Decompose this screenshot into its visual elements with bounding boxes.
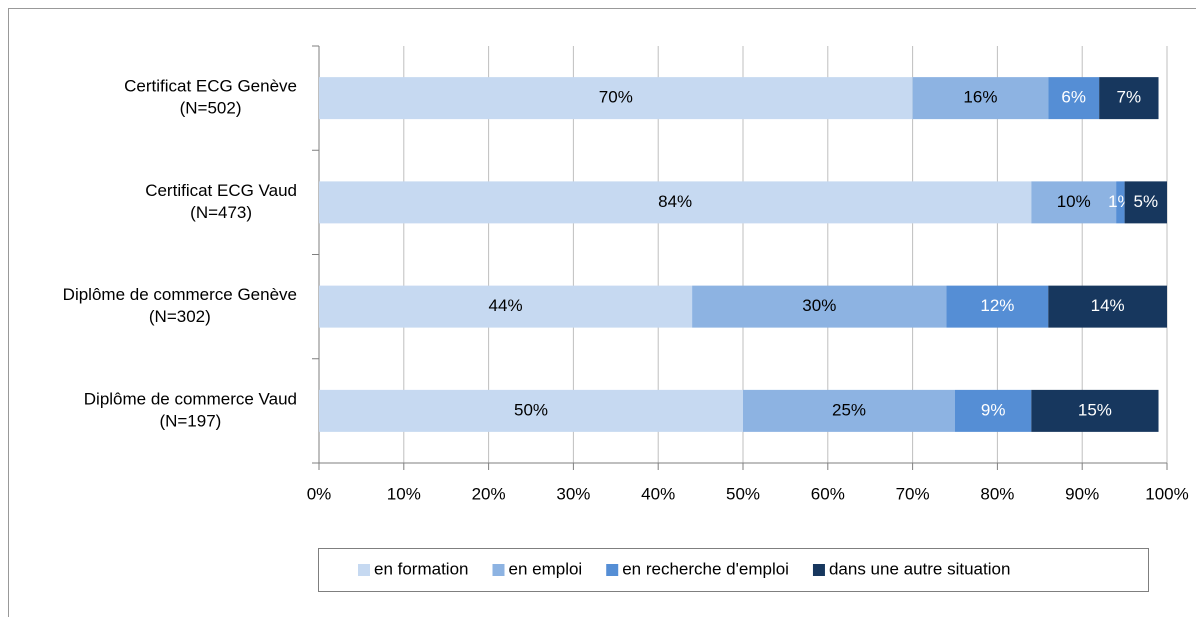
x-tick-label: 50% [726,484,760,503]
x-tick-label: 70% [896,484,930,503]
y-tick-label: (N=302) [149,307,211,326]
bar-segment [319,285,693,328]
value-label: 10% [1057,192,1091,211]
bar-segment [743,389,955,432]
y-tick-label: Diplôme de commerce Vaud [84,389,297,408]
x-tick-label: 30% [556,484,590,503]
value-label: 15% [1078,400,1112,419]
bar-segment [946,285,1049,328]
legend-label: en emploi [509,559,583,578]
legend-swatch [358,564,370,576]
value-label: 50% [514,400,548,419]
value-label: 16% [963,88,997,107]
legend-swatch [606,564,619,576]
bar-segment [1031,389,1159,432]
value-label: 84% [658,192,692,211]
value-label: 12% [980,296,1014,315]
y-tick-label: Diplôme de commerce Genève [63,285,297,304]
value-label: 7% [1117,88,1142,107]
legend-swatch [492,564,505,576]
legend-box [318,548,1149,592]
y-tick-label: Certificat ECG Genève [124,77,297,96]
bar-segment [319,389,743,432]
value-label: 9% [981,400,1006,419]
bar-segment [1124,181,1167,224]
x-tick-label: 60% [811,484,845,503]
value-label: 25% [832,400,866,419]
bar-segment [1031,181,1117,224]
value-label: 5% [1134,192,1159,211]
x-tick-label: 20% [472,484,506,503]
y-tick-label: Certificat ECG Vaud [145,181,297,200]
legend-swatch [812,564,825,576]
bar-segment [1048,77,1100,120]
y-tick-label: (N=502) [180,99,242,118]
legend-label: dans une autre situation [829,559,1010,578]
x-tick-label: 0% [307,484,332,503]
legend-label: en formation [374,559,469,578]
bar-segment [319,77,913,120]
x-tick-label: 40% [641,484,675,503]
bar-segment [1099,77,1159,120]
value-label: 6% [1061,88,1086,107]
x-tick-label: 100% [1145,484,1188,503]
bar-segment [692,285,947,328]
value-label: 44% [489,296,523,315]
bar-segment [1116,181,1125,224]
bar-segment [912,77,1049,120]
value-label: 14% [1091,296,1125,315]
x-tick-label: 10% [387,484,421,503]
value-label: 30% [802,296,836,315]
y-tick-label: (N=473) [190,203,252,222]
x-tick-label: 80% [980,484,1014,503]
y-tick-label: (N=197) [159,411,221,430]
bar-segment [955,389,1032,432]
bar-segment [1048,285,1167,328]
bar-segment [319,181,1032,224]
legend-label: en recherche d'emploi [622,559,789,578]
x-tick-label: 90% [1065,484,1099,503]
value-label: 70% [599,88,633,107]
